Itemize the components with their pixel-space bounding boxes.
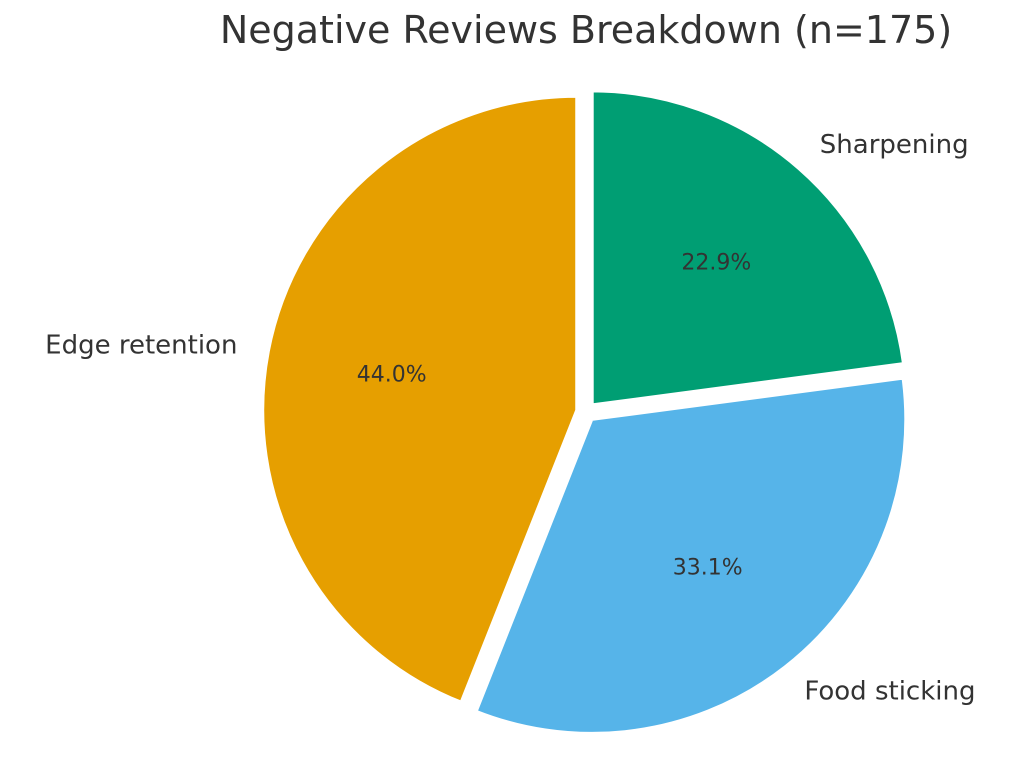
percent-label-edge-retention: 44.0% xyxy=(357,362,427,387)
chart-title: Negative Reviews Breakdown (n=175) xyxy=(219,8,953,52)
pie-slices xyxy=(261,89,908,735)
slice-label-sharpening: Sharpening xyxy=(820,130,969,160)
percent-label-sharpening: 22.9% xyxy=(681,251,751,276)
slice-label-edge-retention: Edge retention xyxy=(45,331,237,361)
pie-slice-sharpening xyxy=(590,89,906,407)
slice-label-food-sticking: Food sticking xyxy=(804,677,975,707)
percent-label-food-sticking: 33.1% xyxy=(673,555,743,580)
pie-labels: 22.9% Sharpening 33.1% Food sticking 44.0% Ed… xyxy=(45,130,975,707)
pie-slice-edge-retention xyxy=(261,94,579,705)
pie-slice-food-sticking xyxy=(474,376,908,735)
